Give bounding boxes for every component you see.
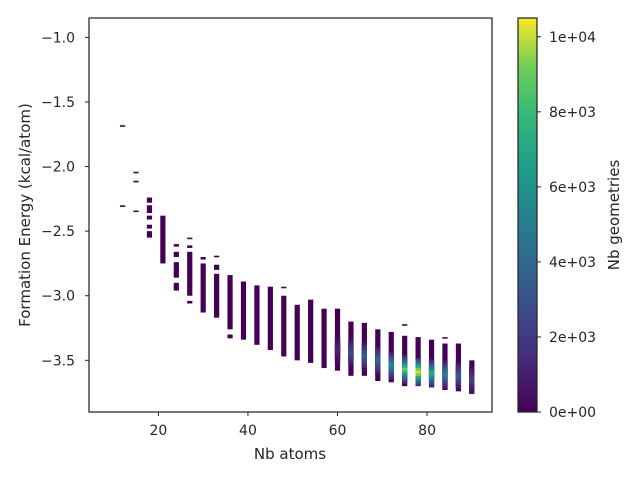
density-layer <box>455 374 462 378</box>
heatmap-cell <box>281 295 287 357</box>
heatmap-cell <box>146 231 153 238</box>
heatmap-cell <box>133 171 139 174</box>
heatmap-cell <box>281 286 287 289</box>
heatmap-cell <box>146 197 153 203</box>
density-hotspot <box>455 361 462 390</box>
heatmap-cell <box>173 244 179 247</box>
heatmap-cell <box>200 256 206 260</box>
plot-frame <box>88 17 493 413</box>
heatmap-cell <box>119 205 126 207</box>
heatmap-cell <box>240 281 247 340</box>
y-tick-label: −1.5 <box>41 95 75 111</box>
density-hotspot <box>428 359 435 388</box>
colorbar <box>518 18 537 412</box>
heatmap-cell <box>173 251 179 257</box>
heatmap-cell <box>187 251 193 296</box>
heatmap-cell <box>160 215 166 264</box>
heatmap-cell <box>402 324 408 326</box>
heatmap-cell <box>173 282 179 291</box>
density-hotspots <box>334 335 475 394</box>
heatmap-cell <box>146 215 153 220</box>
density-layer <box>334 348 341 352</box>
density-hotspot <box>442 360 448 389</box>
density-layer <box>348 351 354 355</box>
density-hotspot <box>402 355 408 384</box>
y-axis-ticks: −1.0 −1.5 −2.0 −2.5 −3.0 −3.5 <box>41 30 89 369</box>
x-tick-label: 20 <box>149 423 167 439</box>
heatmap-cell <box>254 285 260 345</box>
density-layer <box>469 378 475 382</box>
heatmap-cell <box>267 286 273 350</box>
heatmap-cell <box>294 304 300 361</box>
colorbar-tick-label: 6e+03 <box>549 180 596 196</box>
y-tick-label: −3.0 <box>41 289 75 305</box>
heatmap-cell <box>187 300 193 304</box>
heatmap-cell <box>146 224 153 229</box>
colorbar-frame <box>517 17 538 413</box>
heatmap-cell <box>321 308 327 369</box>
y-tick-label: −2.5 <box>41 224 75 240</box>
heatmap-cell <box>200 263 206 313</box>
density-layer <box>415 370 421 374</box>
colorbar-tick-label: 1e+04 <box>549 30 596 46</box>
x-tick-label: 80 <box>418 423 436 439</box>
colorbar-tick-label: 4e+03 <box>549 255 596 271</box>
density-layer <box>428 371 435 375</box>
heatmap-cell <box>187 245 193 248</box>
density-layer <box>442 373 448 377</box>
density-layer <box>402 367 408 371</box>
density-hotspot <box>469 365 475 394</box>
colorbar-tick-label: 0e+00 <box>549 405 596 421</box>
heatmap-cell <box>133 180 139 183</box>
heatmap-cell <box>214 255 220 258</box>
density-hotspot <box>388 351 394 380</box>
density-hotspot <box>415 357 421 386</box>
y-tick-label: −3.5 <box>41 353 75 369</box>
y-axis-label: Formation Energy (kcal/atom) <box>16 103 34 327</box>
colorbar-ticks: 0e+00 2e+03 4e+03 6e+03 8e+03 1e+04 <box>537 30 596 421</box>
density-hotspot <box>375 346 381 375</box>
heatmap-cells <box>119 125 475 394</box>
density-hotspot <box>348 338 354 367</box>
density-layer <box>388 364 394 367</box>
density-hotspot <box>361 342 367 371</box>
density-layer <box>375 358 381 362</box>
x-tick-label: 40 <box>239 423 257 439</box>
heatmap-cell <box>119 125 126 127</box>
heatmap-cell <box>227 334 233 339</box>
heatmap-cell <box>187 237 193 240</box>
heatmap-cell <box>214 273 220 318</box>
y-tick-label: −1.0 <box>41 30 75 46</box>
heatmap-cell <box>214 264 220 270</box>
colorbar-tick-label: 8e+03 <box>549 105 596 121</box>
colorbar-tick-label: 2e+03 <box>549 330 596 346</box>
heatmap-cell <box>173 262 179 278</box>
heatmap-cell <box>442 337 448 339</box>
x-tick-label: 60 <box>329 423 347 439</box>
heatmap-cell <box>146 205 153 214</box>
y-tick-label: −2.0 <box>41 160 75 176</box>
x-axis-ticks: 20 40 60 80 <box>149 412 436 439</box>
x-axis-label: Nb atoms <box>254 445 326 463</box>
density-hotspot <box>334 335 341 364</box>
density-layer <box>361 354 367 358</box>
heatmap-cell <box>227 275 233 330</box>
heatmap-cell <box>308 299 314 363</box>
colorbar-label: Nb geometries <box>605 160 623 271</box>
heatmap-cell <box>133 210 139 213</box>
